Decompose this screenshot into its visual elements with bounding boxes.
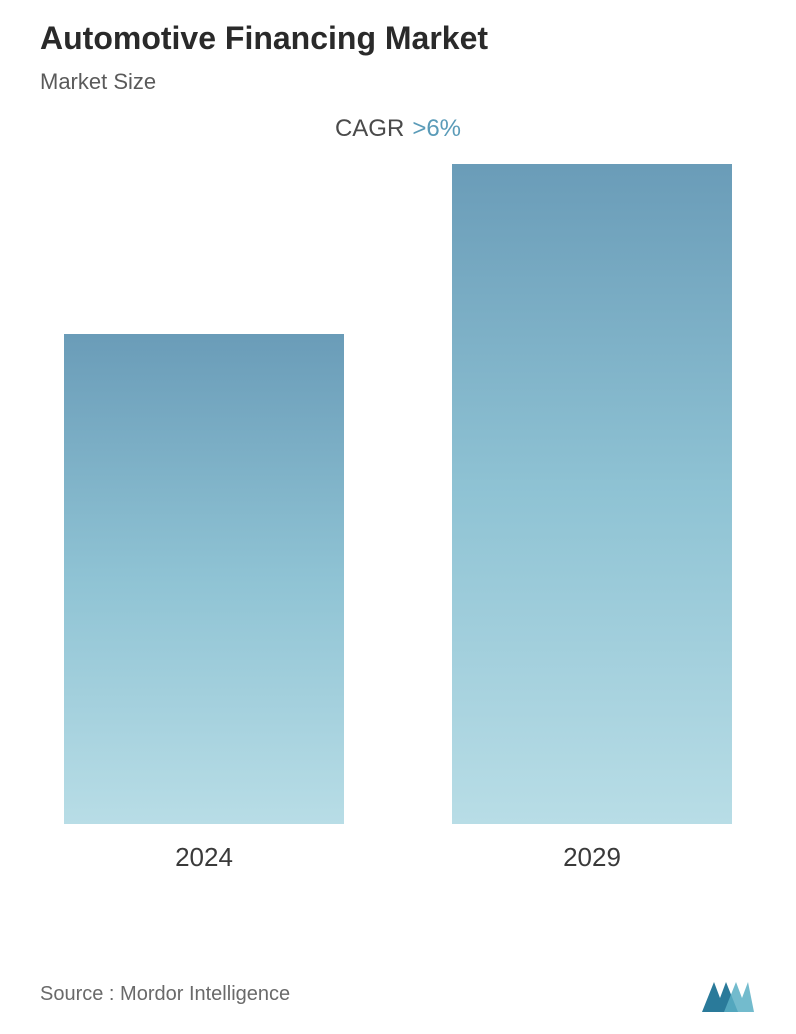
bar-2029 <box>452 164 732 824</box>
chart-subtitle: Market Size <box>40 69 756 95</box>
bar-label-2024: 2024 <box>175 842 233 873</box>
bar-group-2024: 2024 <box>64 334 344 873</box>
chart-footer: Source : Mordor Intelligence <box>40 974 756 1014</box>
bar-2024 <box>64 334 344 824</box>
chart-header: Automotive Financing Market Market Size … <box>0 0 796 143</box>
cagr-indicator: CAGR >6% <box>40 115 756 143</box>
bar-group-2029: 2029 <box>452 164 732 873</box>
cagr-value: >6% <box>412 115 461 142</box>
bar-chart: 2024 2029 <box>0 173 796 873</box>
cagr-label: CAGR <box>335 115 404 142</box>
bar-label-2029: 2029 <box>563 842 621 873</box>
chart-title: Automotive Financing Market <box>40 20 756 57</box>
mordor-logo-icon <box>700 974 756 1014</box>
source-attribution: Source : Mordor Intelligence <box>40 983 290 1006</box>
